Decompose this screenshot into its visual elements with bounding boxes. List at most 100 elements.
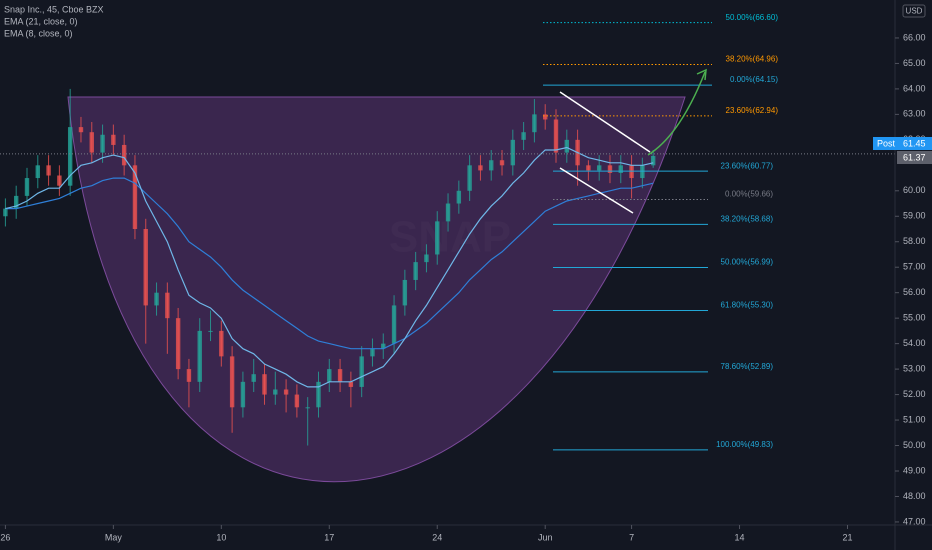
candle-body bbox=[89, 132, 94, 153]
candle-body bbox=[510, 139, 516, 166]
candle-body bbox=[618, 165, 623, 173]
x-tick-label: Jun bbox=[538, 532, 553, 542]
fib-label: 38.20%(64.96) bbox=[726, 55, 779, 64]
x-tick-label: 24 bbox=[432, 532, 442, 542]
candle-body bbox=[229, 356, 235, 408]
candle-body bbox=[413, 262, 418, 280]
x-tick-label: 14 bbox=[735, 532, 745, 542]
x-tick-label: 17 bbox=[324, 532, 334, 542]
y-tick-label: 63.00 bbox=[903, 109, 926, 119]
candle-body bbox=[251, 374, 256, 382]
y-tick-label: 47.00 bbox=[903, 516, 926, 526]
candle-body bbox=[456, 190, 462, 204]
candle-body bbox=[607, 165, 613, 173]
candle-body bbox=[262, 374, 267, 395]
y-tick-label: 60.00 bbox=[903, 185, 926, 195]
candle-body bbox=[553, 119, 559, 153]
channel-upper bbox=[559, 91, 651, 153]
candle-body bbox=[273, 389, 278, 395]
x-tick-label: 10 bbox=[216, 532, 226, 542]
x-tick-label: May bbox=[105, 532, 123, 542]
fib-label: 23.60%(62.94) bbox=[726, 106, 779, 115]
arrow-head bbox=[696, 68, 707, 81]
candle-body bbox=[629, 165, 634, 179]
candle-body bbox=[100, 134, 105, 153]
fib-label: 50.00%(56.99) bbox=[721, 258, 774, 267]
y-tick-label: 57.00 bbox=[903, 262, 926, 272]
ema-line bbox=[5, 146, 654, 388]
candle-body bbox=[532, 114, 537, 133]
candle-body bbox=[348, 381, 354, 387]
y-tick-label: 56.00 bbox=[903, 287, 926, 297]
x-tick-label: 7 bbox=[629, 532, 634, 542]
candle-body bbox=[381, 343, 386, 349]
candle-body bbox=[111, 134, 116, 145]
fib-label: 38.20%(58.68) bbox=[721, 215, 774, 224]
candle-body bbox=[67, 127, 73, 186]
candle-body bbox=[165, 292, 170, 319]
candle-body bbox=[294, 394, 300, 408]
candle-body bbox=[13, 195, 19, 209]
currency-box bbox=[902, 4, 926, 18]
chart-title: Snap Inc., 45, Cboe BZX bbox=[4, 4, 104, 14]
candle-body bbox=[327, 369, 332, 382]
candle-body bbox=[24, 178, 30, 196]
x-tick-label: 21 bbox=[842, 532, 852, 542]
fib-label: 50.00%(66.60) bbox=[726, 13, 779, 22]
candle-body bbox=[489, 160, 494, 171]
fib-label: 0.00%(64.15) bbox=[730, 75, 778, 84]
candle-body bbox=[596, 165, 602, 171]
candle-body bbox=[186, 369, 192, 382]
candle-body bbox=[445, 203, 451, 222]
fib-label: 100.00%(49.83) bbox=[716, 440, 773, 449]
candle-body bbox=[143, 229, 148, 306]
candle-body bbox=[402, 279, 408, 306]
candle-body bbox=[337, 369, 343, 382]
y-tick-label: 49.00 bbox=[903, 465, 926, 475]
candle-body bbox=[650, 155, 656, 166]
candle-body bbox=[391, 305, 397, 344]
candle-body bbox=[435, 221, 440, 255]
candle-body bbox=[499, 160, 505, 166]
last-price-box bbox=[873, 137, 932, 150]
candle-body bbox=[57, 175, 62, 186]
fib-label: 61.80%(55.30) bbox=[721, 301, 774, 310]
y-tick-label: 48.00 bbox=[903, 491, 926, 501]
candle-body bbox=[478, 165, 483, 171]
candle-body bbox=[121, 144, 127, 166]
ema-line bbox=[5, 177, 654, 350]
candle-body bbox=[240, 381, 246, 408]
fib-label: 78.60%(52.89) bbox=[721, 362, 774, 371]
candle-body bbox=[35, 165, 40, 179]
candle-body bbox=[467, 165, 472, 191]
candle-body bbox=[208, 330, 213, 332]
candle-body bbox=[370, 348, 375, 357]
currency: USD bbox=[906, 7, 923, 16]
last-price-value: 61.45 bbox=[903, 138, 926, 148]
y-tick-label: 58.00 bbox=[903, 236, 926, 246]
candle-body bbox=[219, 330, 224, 357]
y-tick-label: 50.00 bbox=[903, 440, 926, 450]
y-tick-label: 59.00 bbox=[903, 211, 926, 221]
candle-body bbox=[521, 132, 526, 140]
fib-label: 0.00%(59.66) bbox=[725, 190, 773, 199]
y-tick-label: 55.00 bbox=[903, 313, 926, 323]
close-price-value: 61.37 bbox=[903, 152, 926, 162]
y-tick-label: 53.00 bbox=[903, 363, 926, 373]
candle-body bbox=[640, 165, 645, 179]
candle-body bbox=[543, 114, 548, 120]
y-tick-label: 64.00 bbox=[903, 83, 926, 93]
candle-body bbox=[305, 407, 310, 409]
candle-body bbox=[46, 165, 51, 176]
y-tick-label: 65.00 bbox=[903, 58, 926, 68]
candle-body bbox=[564, 139, 569, 153]
candle-body bbox=[586, 165, 591, 171]
candle-body bbox=[424, 254, 429, 263]
candle-body bbox=[132, 165, 138, 230]
candle-body bbox=[154, 292, 159, 306]
candle-body bbox=[316, 381, 321, 408]
channel-lower bbox=[559, 167, 634, 214]
